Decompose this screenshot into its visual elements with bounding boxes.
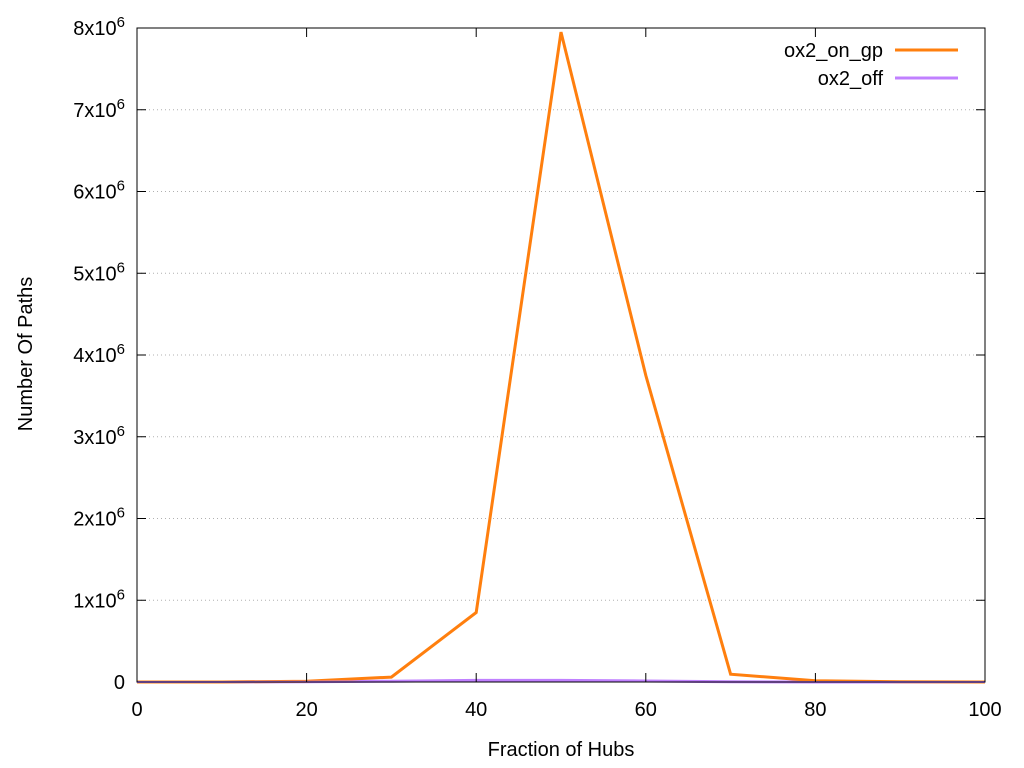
- y-tick-label: 8x106: [73, 14, 125, 40]
- x-tick-label: 40: [465, 699, 487, 721]
- legend-label: ox2_off: [818, 68, 884, 90]
- y-axis-label: Number Of Paths: [15, 277, 37, 432]
- y-tick-label: 6x106: [73, 178, 125, 204]
- series-lines: [137, 31, 986, 684]
- x-tick-label: 60: [635, 699, 657, 721]
- x-axis-label: Fraction of Hubs: [488, 739, 635, 761]
- x-tick-label: 80: [804, 699, 826, 721]
- legend-label: ox2_on_gp: [784, 40, 883, 62]
- y-tick-label: 4x106: [73, 341, 125, 367]
- y-tick-label: 1x106: [73, 586, 125, 612]
- x-tick-label: 0: [131, 699, 142, 721]
- x-tick-label: 100: [968, 699, 1001, 721]
- y-tick-label: 7x106: [73, 96, 125, 122]
- legend: ox2_on_gp ox2_off: [784, 40, 958, 90]
- y-tick-label: 5x106: [73, 259, 125, 285]
- axis-ticks: 0 1x106 2x106 3x106 4x106 5x106 6x106 7x106 8x10…: [73, 14, 1001, 721]
- y-tick-label: 0: [114, 672, 125, 694]
- y-tick-label: 3x106: [73, 423, 125, 449]
- grid-lines: [137, 109, 985, 601]
- series-line-ox2-on-gp: [137, 31, 986, 684]
- x-tick-label: 20: [295, 699, 317, 721]
- y-tick-label: 2x106: [73, 505, 125, 531]
